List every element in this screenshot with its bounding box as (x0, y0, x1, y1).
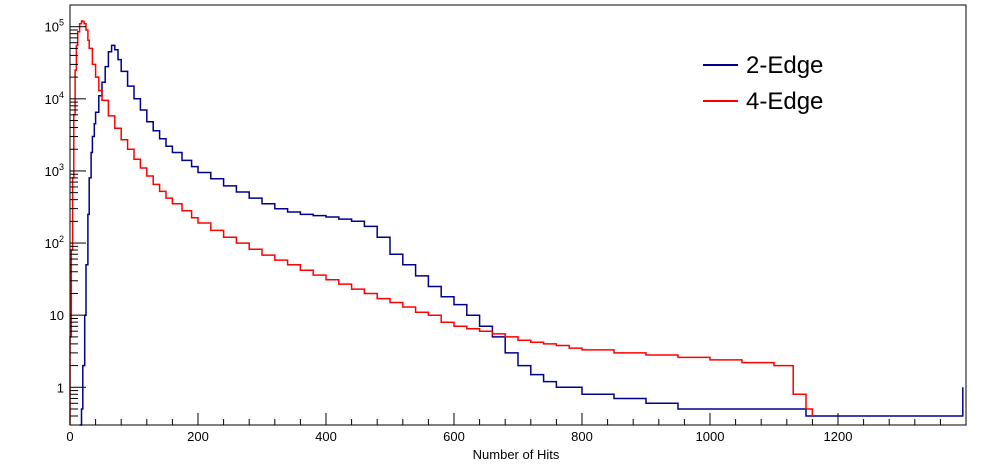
series-layer (69, 20, 964, 426)
x-tick-label: 800 (571, 429, 593, 444)
x-tick-label: 200 (187, 429, 209, 444)
legend: 2-Edge 4-Edge (703, 52, 823, 115)
series-line-0 (79, 44, 964, 426)
x-tick-label: 400 (315, 429, 337, 444)
y-tick-exponent: 4 (59, 90, 64, 100)
y-tick-label: 10 (50, 308, 64, 323)
series-line-1 (69, 20, 814, 425)
y-tick-exponent: 2 (59, 234, 64, 244)
y-tick-label: 1 (57, 380, 64, 395)
x-tick-label: 1200 (824, 429, 853, 444)
legend-label: 2-Edge (746, 52, 823, 79)
y-tick-exponent: 3 (59, 162, 64, 172)
x-axis: 0 200 400 600 800 1000 1200 (66, 413, 967, 444)
x-tick-label: 600 (443, 429, 465, 444)
x-axis-title: Number of Hits (473, 447, 560, 462)
legend-label: 4-Edge (746, 88, 823, 115)
x-tick-label: 0 (66, 429, 73, 444)
y-tick-exponent: 5 (59, 18, 64, 28)
x-tick-label: 1000 (696, 429, 725, 444)
plot-frame (69, 4, 967, 426)
